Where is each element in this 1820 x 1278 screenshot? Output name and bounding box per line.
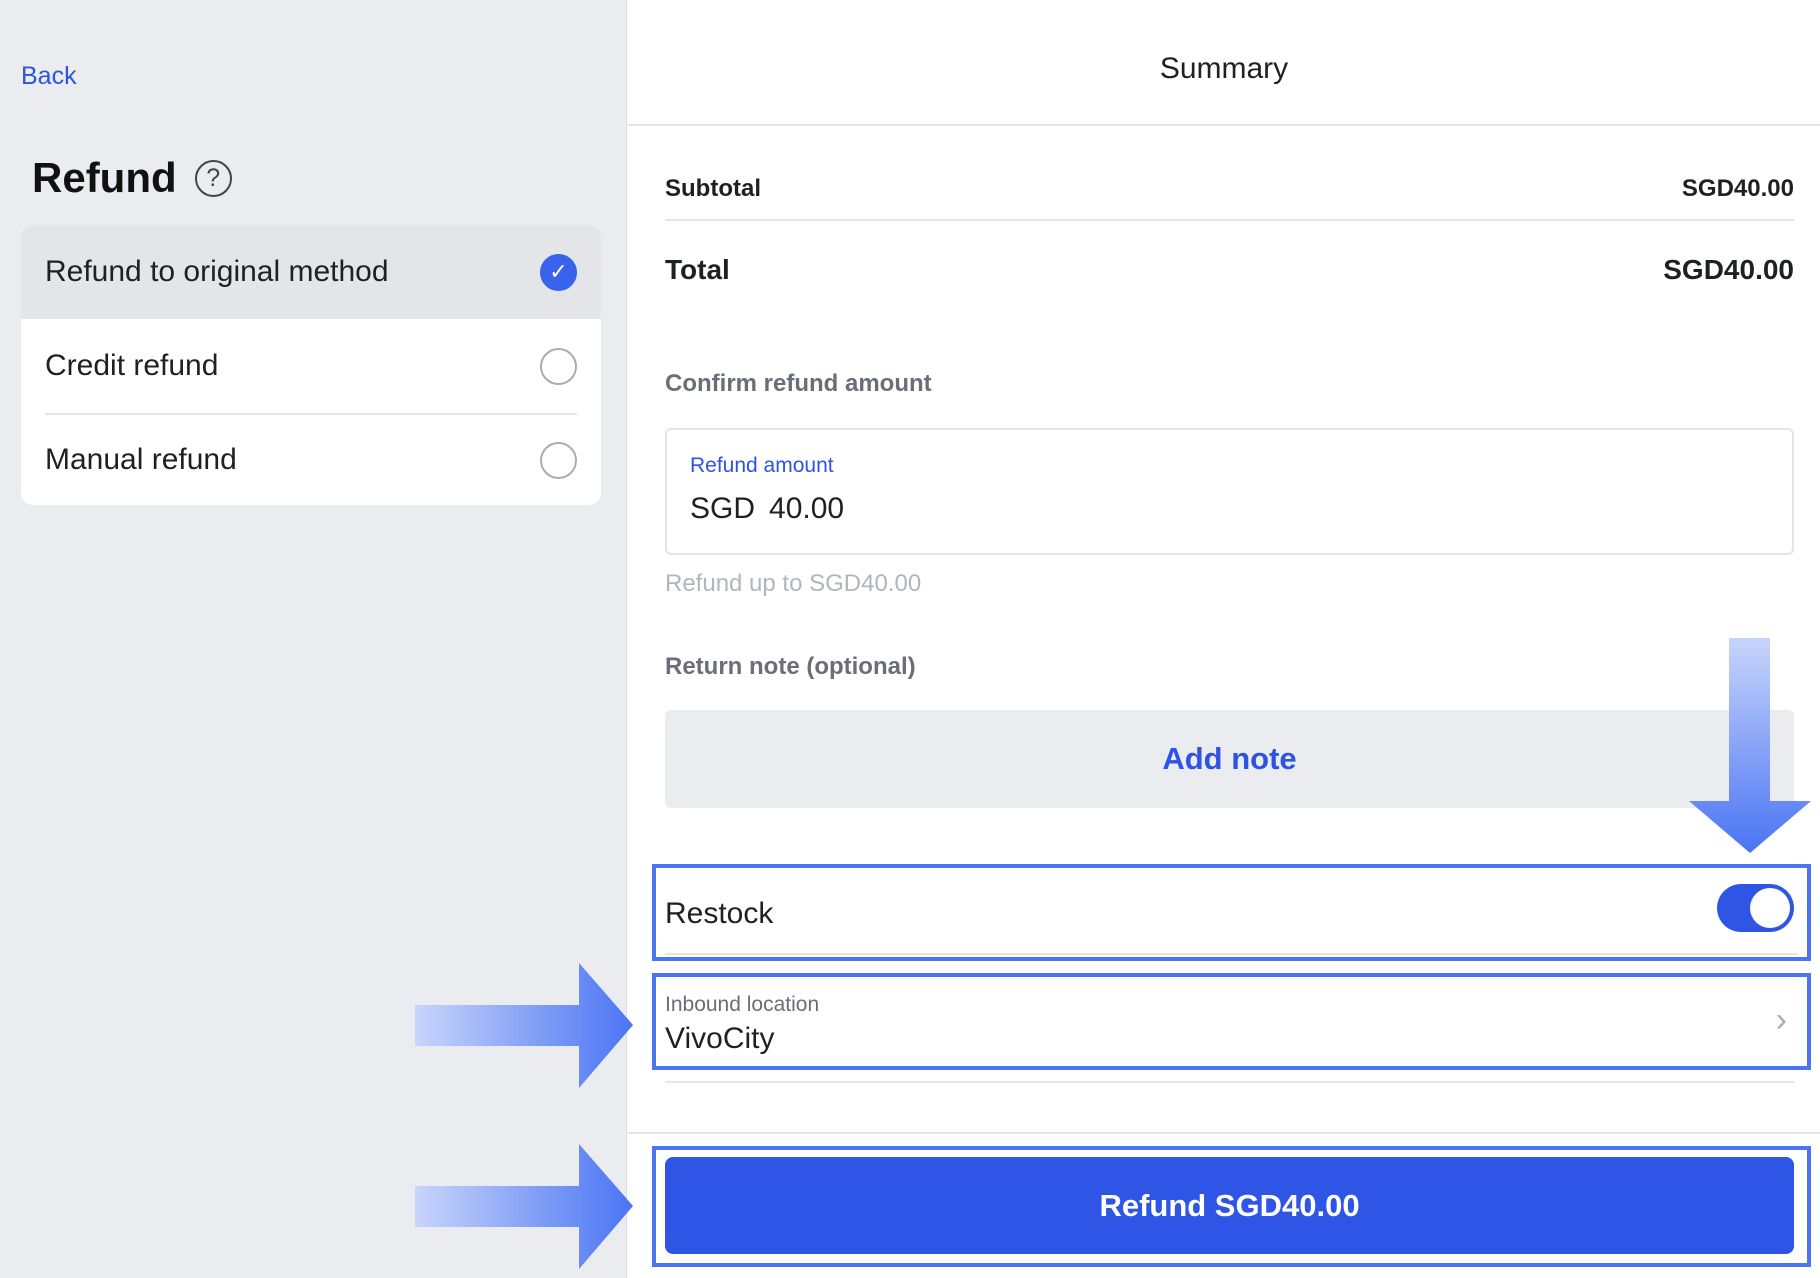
total-value: SGD40.00	[1663, 254, 1794, 285]
divider	[665, 953, 1798, 955]
amount-value: 40.00	[769, 492, 845, 525]
radio-icon[interactable]	[540, 347, 577, 385]
subtotal-label: Subtotal	[665, 175, 761, 202]
total-label: Total	[665, 254, 730, 285]
total-row: Total SGD40.00	[665, 254, 1794, 286]
add-note-button[interactable]: Add note	[665, 710, 1794, 808]
arrow-right-icon	[415, 963, 633, 1088]
subtotal-value: SGD40.00	[1681, 175, 1794, 202]
divider	[628, 124, 1820, 126]
note-label: Return note (optional)	[665, 653, 916, 680]
check-icon[interactable]: ✓	[540, 253, 577, 291]
amount-field[interactable]: SGD 40.00	[690, 492, 844, 526]
back-link[interactable]: Back	[21, 62, 77, 90]
inbound-location-row[interactable]: Inbound location VivoCity ›	[652, 973, 1811, 1070]
restock-row: Restock	[652, 864, 1811, 961]
divider	[665, 1081, 1794, 1083]
chevron-right-icon: ›	[1775, 1001, 1787, 1039]
arrow-down-icon	[1689, 638, 1811, 853]
option-label: Manual refund	[45, 443, 237, 476]
radio-icon[interactable]	[540, 441, 577, 479]
summary-panel: Summary Subtotal SGD40.00 Total SGD40.00…	[628, 0, 1820, 1278]
help-icon[interactable]: ?	[194, 159, 232, 197]
refund-method-list: Refund to original method ✓ Credit refund…	[21, 225, 601, 505]
option-original-method[interactable]: Refund to original method ✓	[21, 225, 601, 319]
refund-amount-label: Refund amount	[690, 454, 834, 477]
inbound-value: VivoCity	[665, 1022, 775, 1055]
arrow-right-icon	[415, 1144, 633, 1269]
amount-hint: Refund up to SGD40.00	[665, 570, 922, 597]
page-title: Refund ?	[32, 154, 232, 202]
option-label: Credit refund	[45, 349, 219, 382]
title-text: Refund	[32, 154, 177, 201]
restock-toggle[interactable]	[1717, 884, 1794, 932]
confirm-label: Confirm refund amount	[665, 370, 932, 397]
subtotal-row: Subtotal SGD40.00	[665, 175, 1794, 221]
restock-label: Restock	[665, 897, 774, 930]
refund-button-highlight	[652, 1146, 1811, 1267]
summary-title: Summary	[1159, 52, 1289, 85]
option-label: Refund to original method	[45, 255, 389, 288]
refund-method-panel: Back Refund ? Refund to original method ✓…	[0, 0, 627, 1278]
currency: SGD	[690, 492, 756, 525]
refund-button[interactable]: Refund SGD40.00	[665, 1157, 1794, 1254]
refund-amount-input[interactable]: Refund amount SGD 40.00	[665, 428, 1794, 555]
inbound-label: Inbound location	[665, 993, 820, 1016]
footer-divider	[628, 1132, 1820, 1134]
option-manual-refund[interactable]: Manual refund	[21, 413, 601, 505]
option-credit-refund[interactable]: Credit refund	[21, 319, 601, 413]
